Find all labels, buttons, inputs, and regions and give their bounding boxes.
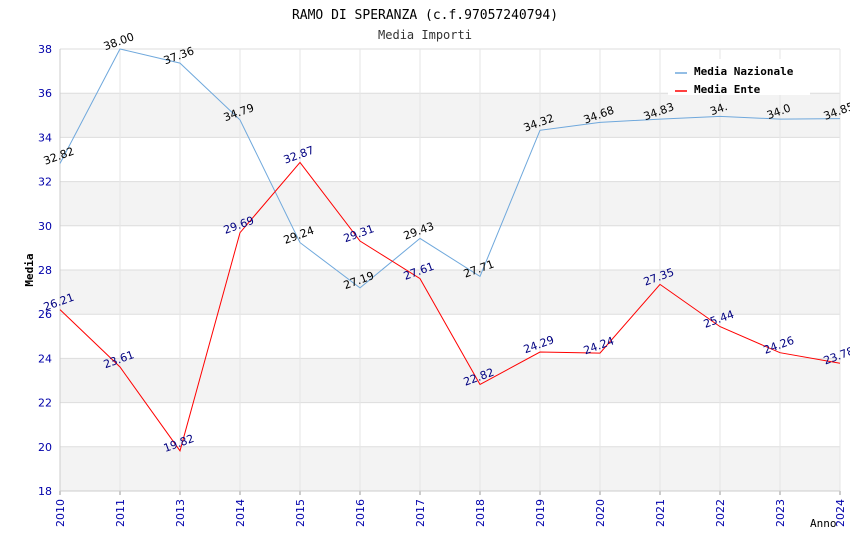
series-line-media-nazionale bbox=[59, 48, 841, 289]
plot-bands bbox=[60, 93, 840, 491]
legend-label-media-nazionale: Media Nazionale bbox=[694, 65, 794, 78]
y-tick-label: 28 bbox=[38, 264, 52, 277]
x-tick-label: 2015 bbox=[294, 499, 307, 527]
x-tick-label: 2020 bbox=[594, 499, 607, 527]
y-tick-labels: 18 20 22 24 26 28 30 32 34 36 38 bbox=[38, 43, 52, 498]
y-tick-label: 22 bbox=[38, 397, 52, 410]
x-tick-label: 2023 bbox=[774, 499, 787, 527]
y-tick-label: 36 bbox=[38, 87, 52, 100]
x-axis-label: Anno bbox=[810, 517, 837, 530]
y-tick-label: 38 bbox=[38, 43, 52, 56]
y-tick-label: 30 bbox=[38, 220, 52, 233]
chart-subtitle: Media Importi bbox=[378, 28, 472, 42]
plot-band bbox=[60, 93, 840, 138]
x-tick-label: 2018 bbox=[474, 499, 487, 527]
plot-band bbox=[60, 358, 840, 403]
legend-box bbox=[668, 59, 810, 95]
x-tick-label: 2011 bbox=[114, 499, 127, 527]
legend: Media Nazionale Media Ente bbox=[668, 59, 810, 96]
x-tick-label: 2010 bbox=[54, 499, 67, 527]
y-tick-label: 26 bbox=[38, 308, 52, 321]
plot-band bbox=[60, 270, 840, 315]
legend-label-media-ente: Media Ente bbox=[694, 83, 761, 96]
x-tick-label: 2016 bbox=[354, 499, 367, 527]
x-tick-label: 2017 bbox=[414, 499, 427, 527]
series-line-media-ente bbox=[59, 161, 841, 452]
x-tick-labels: 2010 2011 2013 2014 2015 2016 2017 2018 2019 2020… bbox=[54, 499, 847, 527]
x-tick-label: 2013 bbox=[174, 499, 187, 527]
x-tick-label: 2022 bbox=[714, 499, 727, 527]
y-axis-label: Media bbox=[23, 253, 36, 286]
x-tick-label: 2024 bbox=[834, 499, 847, 527]
y-tick-label: 34 bbox=[38, 131, 52, 144]
x-tick-label: 2019 bbox=[534, 499, 547, 527]
y-tick-label: 20 bbox=[38, 441, 52, 454]
chart-title: RAMO DI SPERANZA (c.f.97057240794) bbox=[292, 8, 558, 23]
x-tick-label: 2014 bbox=[234, 499, 247, 527]
x-tick-label: 2021 bbox=[654, 499, 667, 527]
data-label-media-nazionale: 34. bbox=[708, 100, 729, 118]
plot-band bbox=[60, 181, 840, 226]
y-tick-label: 18 bbox=[38, 485, 52, 498]
y-tick-label: 32 bbox=[38, 176, 52, 189]
series-lines bbox=[59, 48, 841, 452]
y-tick-label: 24 bbox=[38, 352, 52, 365]
plot-band bbox=[60, 446, 840, 491]
